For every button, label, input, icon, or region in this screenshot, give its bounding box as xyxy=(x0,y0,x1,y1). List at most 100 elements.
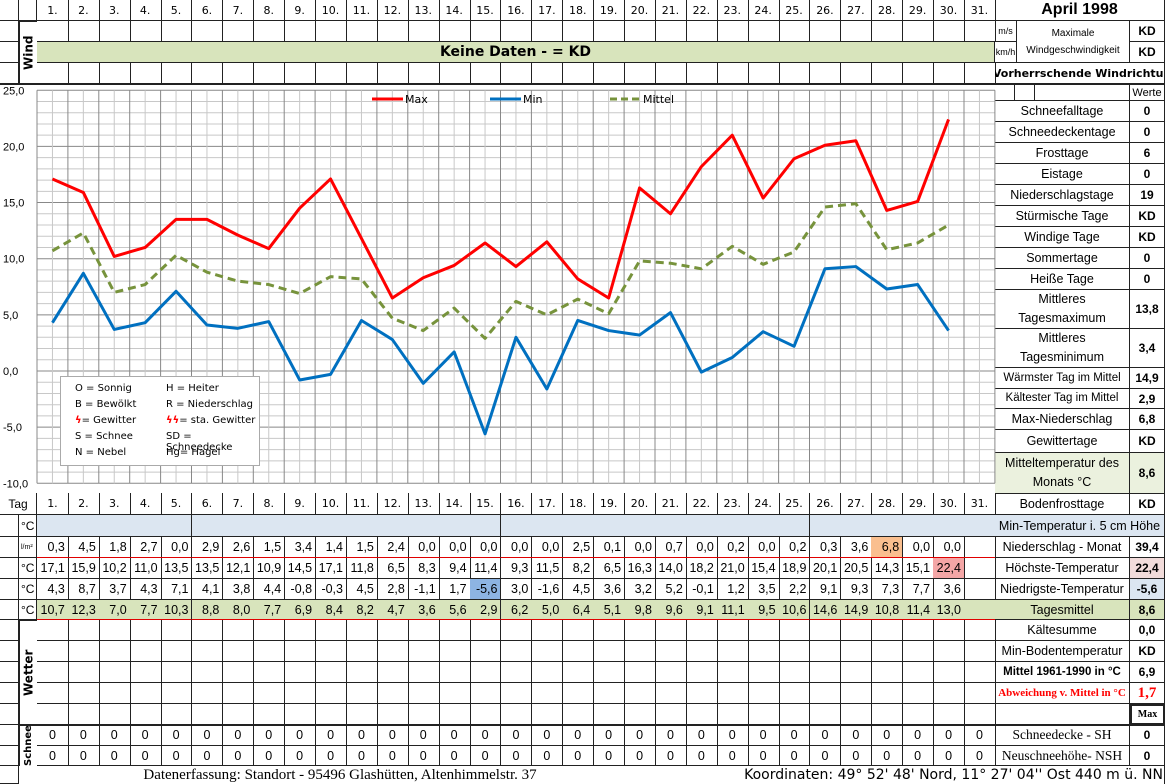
stat-value: 0 xyxy=(1130,269,1165,290)
stat-value: 19 xyxy=(1130,185,1165,206)
y-tick-label: 10,0 xyxy=(3,254,24,266)
mean-temp-cell xyxy=(964,600,996,620)
weather-cell xyxy=(871,641,904,662)
precip-cell: 0,2 xyxy=(716,537,749,558)
weather-cell xyxy=(778,620,811,641)
new-snow-cell: 0 xyxy=(376,746,409,766)
wind-direction-cell xyxy=(716,63,749,84)
summary-value: Max xyxy=(1130,704,1165,725)
summary-value: 39,4 xyxy=(1130,537,1165,558)
new-snow-cell: 0 xyxy=(98,746,131,766)
snow-depth-cell: 0 xyxy=(871,725,904,746)
wind-direction-cell xyxy=(500,63,533,84)
legend-entry: H = Heiter xyxy=(166,383,219,394)
wind-cell xyxy=(37,21,69,42)
stat-value: 8,6 xyxy=(1130,453,1165,494)
weather-cell xyxy=(129,704,162,725)
max-temp-cell: 15,4 xyxy=(747,558,780,579)
precip-cell: 1,4 xyxy=(315,537,347,558)
weather-cell xyxy=(840,704,873,725)
weather-cell xyxy=(778,662,811,683)
new-snow-cell: 0 xyxy=(346,746,378,766)
wind-cell xyxy=(964,21,996,42)
snow-label: Schnee xyxy=(19,725,37,766)
max-temp-cell: 6,5 xyxy=(376,558,409,579)
weather-cell xyxy=(655,704,687,725)
weather-cell xyxy=(685,620,718,641)
y-tick-label: 0,0 xyxy=(3,366,18,378)
mean-temp-cell: 9,6 xyxy=(655,600,687,620)
wind-cell xyxy=(902,21,935,42)
min-temp-cell: 4,3 xyxy=(37,579,69,600)
wind-cell xyxy=(160,21,193,42)
weather-cell xyxy=(809,662,842,683)
wind-direction-cell xyxy=(129,63,162,84)
new-snow-cell: 0 xyxy=(531,746,564,766)
weather-cell xyxy=(562,662,595,683)
min-temp-cell: -1,1 xyxy=(407,579,440,600)
stat-label: Mitteltemperatur des Monats °C xyxy=(995,453,1130,494)
wind-direction-label: ← Vorherrschende Windrichtung xyxy=(995,63,1165,84)
weather-cell xyxy=(191,620,224,641)
min-temp-cell: 3,0 xyxy=(500,579,533,600)
snow-depth-cell: 0 xyxy=(469,725,502,746)
wind-cell xyxy=(469,21,502,42)
snow-depth-cell: 0 xyxy=(500,725,533,746)
max-temp-cell: 8,2 xyxy=(562,558,595,579)
wind-direction-cell xyxy=(778,63,811,84)
label-cell xyxy=(0,63,19,84)
weather-cell xyxy=(284,662,317,683)
snow-depth-cell: 0 xyxy=(964,725,996,746)
weather-cell xyxy=(562,641,595,662)
day-header: 23. xyxy=(716,0,749,21)
weather-cell xyxy=(655,662,687,683)
wind-direction-cell xyxy=(964,63,996,84)
day-header: 31. xyxy=(964,493,996,515)
snow-depth-cell: 0 xyxy=(37,725,69,746)
day-header: 14. xyxy=(438,493,471,515)
weather-cell xyxy=(469,662,502,683)
weather-cell xyxy=(933,683,965,704)
min-temp-cell: 4,3 xyxy=(129,579,162,600)
weather-cell xyxy=(500,683,533,704)
unit-kmh: km/h xyxy=(995,42,1017,63)
new-snow-cell: 0 xyxy=(871,746,904,766)
min-temp-cell: -5,6 xyxy=(469,579,502,600)
weather-cell xyxy=(531,662,564,683)
weather-cell xyxy=(98,641,131,662)
label-cell xyxy=(0,21,19,42)
weather-cell xyxy=(593,620,626,641)
mean-temp-cell: 12,3 xyxy=(67,600,100,620)
weather-cell xyxy=(284,704,317,725)
weather-cell xyxy=(160,641,193,662)
mean-temp-cell: 10,6 xyxy=(778,600,811,620)
new-snow-cell: 0 xyxy=(933,746,965,766)
weather-cell xyxy=(129,620,162,641)
ground-temp-cell xyxy=(778,515,811,537)
max-temp-cell: 20,5 xyxy=(840,558,873,579)
weather-cell xyxy=(871,662,904,683)
wind-cell xyxy=(315,21,347,42)
new-snow-cell: 0 xyxy=(253,746,286,766)
precip-cell: 0,2 xyxy=(778,537,811,558)
wind-cell xyxy=(933,21,965,42)
precip-cell: 0,3 xyxy=(37,537,69,558)
snow-depth-cell: 0 xyxy=(747,725,780,746)
weather-cell xyxy=(407,704,440,725)
new-snow-cell: 0 xyxy=(315,746,347,766)
wind-cell xyxy=(346,21,378,42)
weather-cell xyxy=(315,662,347,683)
day-header: 17. xyxy=(531,0,564,21)
day-header: 8. xyxy=(253,493,286,515)
min-temp-cell: 3,2 xyxy=(624,579,656,600)
unit-label: °C xyxy=(19,579,37,600)
day-header: 12. xyxy=(376,0,409,21)
weather-cell xyxy=(933,662,965,683)
precip-cell: 0,0 xyxy=(160,537,193,558)
new-snow-cell: 0 xyxy=(67,746,100,766)
ground-temp-cell xyxy=(191,515,224,537)
ground-temp-cell xyxy=(407,515,440,537)
snow-depth-cell: 0 xyxy=(253,725,286,746)
wind-cell xyxy=(840,21,873,42)
wind-cell xyxy=(778,21,811,42)
